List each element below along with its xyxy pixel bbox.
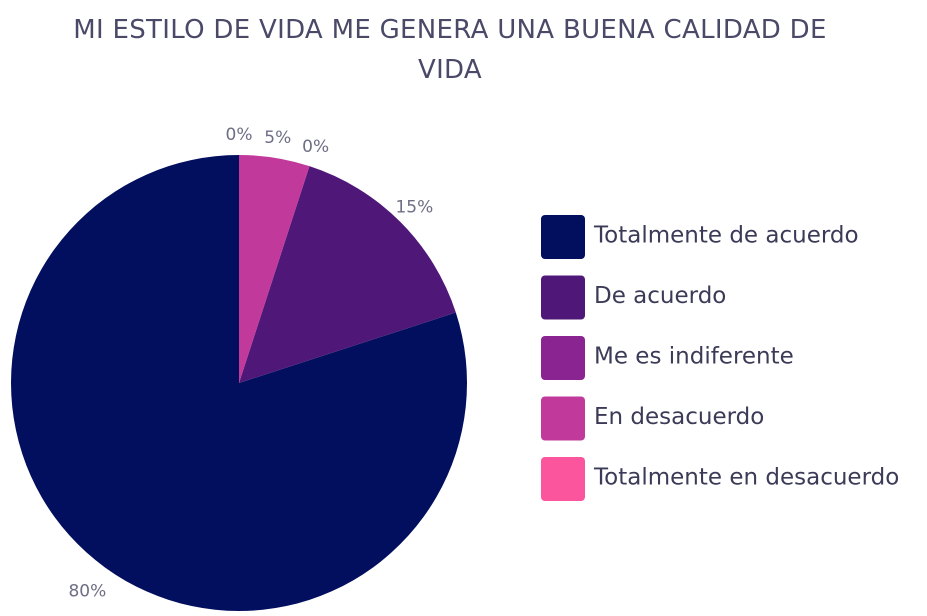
- legend-swatch: [541, 457, 585, 501]
- legend-label: De acuerdo: [594, 283, 726, 309]
- pie-slice: [10, 155, 467, 612]
- slice-label: 0%: [226, 125, 253, 145]
- legend-swatch: [541, 336, 585, 380]
- slice-label: 5%: [264, 128, 291, 148]
- slice-label: 80%: [68, 582, 106, 602]
- slice-label: 15%: [395, 198, 433, 218]
- legend-swatch: [541, 215, 585, 259]
- legend-label: Totalmente de acuerdo: [593, 223, 859, 249]
- legend-swatch: [541, 396, 585, 441]
- legend-label: Me es indiferente: [594, 344, 794, 370]
- legend-label: Totalmente en desacuerdo: [593, 465, 899, 491]
- slice-label: 0%: [302, 137, 329, 157]
- pie-slice: [239, 155, 310, 383]
- legend-swatch: [541, 275, 585, 320]
- chart-title: MI ESTILO DE VIDA ME GENERA UNA BUENA CA…: [73, 15, 827, 85]
- legend-label: En desacuerdo: [594, 404, 764, 430]
- pie-slice: [239, 166, 456, 383]
